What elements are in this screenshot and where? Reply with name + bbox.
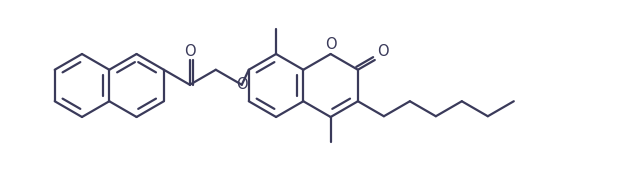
Text: O: O bbox=[184, 44, 196, 59]
Text: O: O bbox=[236, 77, 248, 92]
Text: O: O bbox=[377, 44, 389, 59]
Text: O: O bbox=[325, 36, 336, 51]
